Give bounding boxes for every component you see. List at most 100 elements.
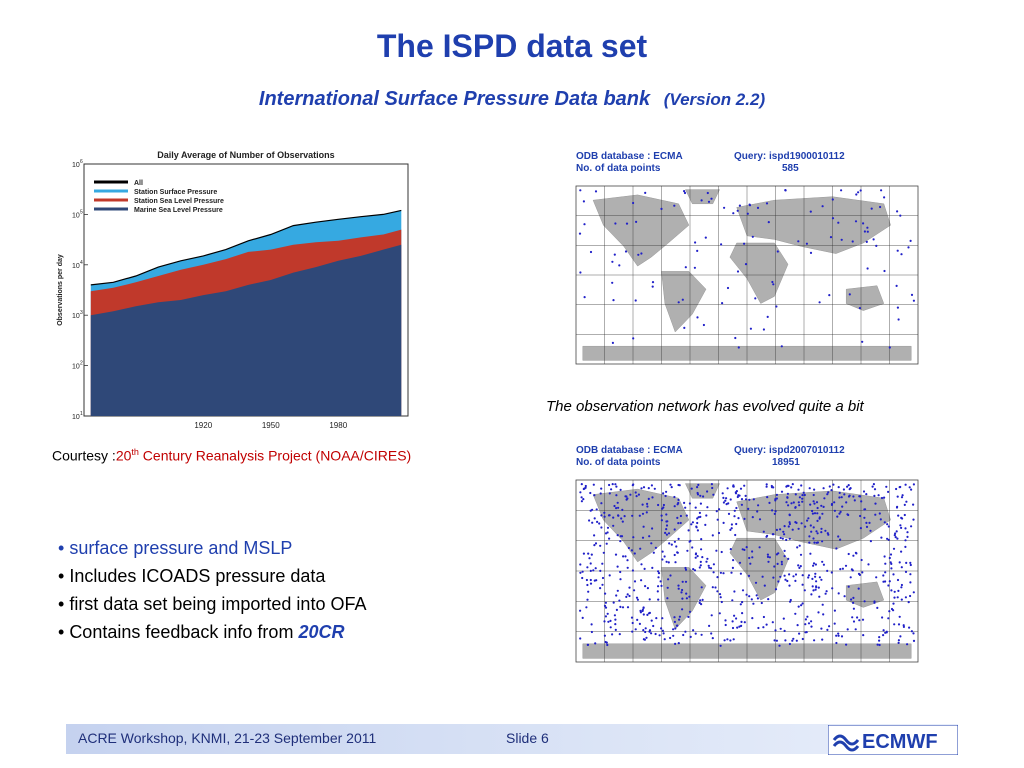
map-observation-point — [661, 550, 664, 553]
map-observation-point — [644, 191, 647, 194]
map-observation-point — [716, 576, 719, 579]
map-observation-point — [900, 566, 903, 569]
map-observation-point — [730, 527, 733, 530]
map-observation-point — [912, 299, 915, 302]
bullet-3: • first data set being imported into OFA — [58, 594, 367, 614]
map-observation-point — [774, 498, 777, 501]
map-observation-point — [780, 560, 783, 563]
map-observation-point — [736, 626, 739, 629]
map-observation-point — [738, 561, 742, 564]
map-observation-point — [909, 561, 912, 564]
map-observation-point — [726, 487, 729, 490]
map-observation-point — [642, 525, 645, 528]
map-observation-point — [779, 528, 782, 531]
map-observation-point — [897, 623, 901, 626]
map-observation-point — [716, 518, 719, 521]
map-observation-point — [594, 642, 597, 645]
map-observation-point — [640, 252, 643, 255]
map-observation-point — [859, 495, 862, 498]
map-observation-point — [736, 209, 739, 212]
map-observation-point — [608, 483, 611, 487]
map-observation-point — [822, 487, 825, 490]
ecmwf-logo-text: ECMWF — [862, 731, 938, 753]
map-observation-point — [698, 601, 701, 604]
map-observation-point — [748, 595, 751, 598]
map-observation-point — [811, 512, 814, 515]
map-observation-point — [722, 501, 725, 504]
map-observation-point — [696, 529, 699, 532]
chart-ytick-exp: 6 — [80, 159, 83, 165]
map-observation-point — [639, 547, 642, 550]
map-observation-point — [684, 630, 687, 633]
map-observation-point — [663, 555, 666, 558]
map-observation-point — [850, 598, 853, 601]
map-observation-point — [837, 486, 840, 489]
map-observation-point — [731, 626, 735, 630]
map-2007: ODB database : ECMA No. of data points Q… — [552, 440, 930, 674]
map-observation-point — [781, 537, 784, 540]
map-observation-point — [847, 552, 850, 556]
map-observation-point — [876, 643, 879, 646]
bullet-1-text: surface pressure and MSLP — [69, 538, 293, 558]
map-observation-point — [625, 595, 628, 598]
map-observation-point — [666, 586, 669, 589]
map-observation-point — [747, 507, 750, 510]
map-observation-point — [910, 630, 913, 633]
map-observation-point — [852, 495, 855, 498]
map-observation-point — [846, 628, 849, 631]
map-observation-point — [912, 639, 916, 642]
map-observation-point — [665, 520, 668, 523]
map-observation-point — [593, 544, 596, 547]
map-observation-point — [624, 555, 627, 558]
map-observation-point — [651, 527, 654, 530]
map-observation-point — [799, 553, 803, 556]
map-observation-point — [856, 616, 859, 619]
chart-ytick-exp: 5 — [80, 209, 83, 215]
map-observation-point — [878, 639, 881, 642]
map-observation-point — [739, 603, 742, 606]
map-observation-point — [711, 534, 714, 537]
map-observation-point — [784, 639, 787, 642]
map-observation-point — [910, 293, 914, 296]
map-observation-point — [863, 508, 866, 511]
map-observation-point — [763, 584, 766, 587]
map-observation-point — [816, 541, 819, 544]
map-landmass — [592, 488, 690, 563]
map-observation-point — [589, 562, 592, 565]
map-observation-point — [700, 586, 703, 589]
map-observation-point — [826, 569, 829, 572]
map-observation-point — [900, 253, 903, 256]
map-observation-point — [831, 587, 834, 590]
map-observation-point — [662, 632, 665, 635]
map-observation-point — [795, 521, 798, 524]
map-observation-point — [665, 560, 668, 563]
map-observation-point — [800, 604, 803, 607]
map-observation-point — [839, 538, 842, 541]
map-observation-point — [903, 513, 906, 517]
map-observation-point — [824, 529, 827, 532]
map-observation-point — [603, 620, 606, 623]
map-observation-point — [863, 230, 866, 233]
map-observation-point — [674, 561, 677, 564]
map-observation-point — [669, 636, 672, 640]
map-observation-point — [582, 552, 585, 555]
map-observation-point — [733, 614, 736, 617]
map-observation-point — [740, 503, 743, 506]
map-observation-point — [648, 535, 651, 538]
map-observation-point — [786, 579, 789, 583]
map-observation-point — [744, 263, 748, 266]
map-observation-point — [902, 625, 905, 628]
map-landmass — [661, 271, 707, 333]
map-observation-point — [875, 576, 878, 579]
map-observation-point — [632, 201, 635, 205]
map-observation-point — [692, 568, 695, 571]
map-observation-point — [772, 533, 775, 536]
map-observation-point — [677, 587, 680, 590]
map-observation-point — [792, 637, 795, 640]
map-observation-point — [790, 502, 793, 505]
courtesy-sup: th — [131, 447, 139, 457]
subtitle-main: International Surface Pressure Data bank — [258, 88, 651, 110]
map-observation-point — [756, 206, 760, 209]
map-observation-point — [636, 618, 639, 621]
map-observation-point — [589, 569, 592, 572]
